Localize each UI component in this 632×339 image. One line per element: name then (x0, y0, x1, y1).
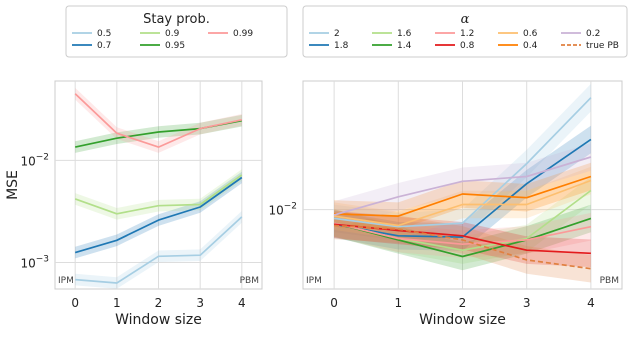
series-line-0.2 (333, 156, 592, 216)
legend-entry: 1.6 (397, 29, 412, 39)
legend-entry: 0.95 (165, 41, 185, 51)
y-tick-label: 10−2 (20, 152, 49, 168)
legend-entry: 1.2 (460, 29, 474, 39)
legend-entry: 0.5 (97, 29, 111, 39)
x-tick-label: 4 (587, 296, 595, 310)
annotation-ipm: IPM (58, 276, 74, 286)
legend-entry: true PB (586, 41, 619, 51)
x-tick-label: 3 (523, 296, 531, 310)
legend-entry: 0.99 (233, 29, 253, 39)
x-tick-label: 1 (394, 296, 402, 310)
x-tick-label: 2 (459, 296, 467, 310)
annotation-ipm: IPM (306, 276, 322, 286)
y-tick-label: 10−3 (20, 254, 49, 270)
series-band-1.6 (334, 176, 591, 264)
series-band-1.8 (334, 125, 591, 251)
y-axis-label: MSE (5, 170, 21, 200)
legend-title: Stay prob. (143, 12, 210, 27)
series-band-0.99 (75, 87, 242, 153)
series-line-0.99 (74, 93, 242, 148)
legend-entry: 0.7 (97, 41, 111, 51)
series-line-1.8 (333, 138, 592, 238)
series-line-2 (333, 97, 592, 228)
x-tick-label: 1 (113, 296, 121, 310)
series-line-0.7 (74, 176, 243, 254)
legend-title: α (461, 12, 470, 27)
series-line-0.9 (74, 174, 243, 215)
legend-entry: 2 (334, 29, 340, 39)
x-tick-label: 3 (196, 296, 204, 310)
series-band-1.2 (334, 209, 591, 258)
chart-panel-2: 0 1 2 3 4 10−2 Window size IPM PBM α 2 1.8 1.6 1.4 1.2… (268, 5, 628, 328)
annotation-pbm: PBM (240, 276, 259, 286)
chart-panel-1: 0 1 2 3 4 10−3 10−2 Window size MSE IPM PBM Stay pr… (5, 5, 288, 328)
series-band-0.95 (75, 114, 242, 153)
x-axis-label: Window size (419, 312, 506, 328)
series-line-1.4 (333, 217, 592, 258)
annotation-pbm: PBM (600, 276, 619, 286)
legend-entry: 0.6 (523, 29, 538, 39)
x-tick-label: 4 (238, 296, 246, 310)
series-line-true-PB (334, 224, 592, 270)
series-line-0.5 (75, 216, 243, 284)
series-band-0.6 (334, 166, 591, 240)
series-band-0.7 (75, 171, 242, 259)
x-tick-label: 2 (155, 296, 163, 310)
legend-entry: 1.8 (334, 41, 349, 51)
x-tick-label: 0 (330, 296, 338, 310)
legend-entry: 1.4 (397, 41, 412, 51)
y-tick-label: 10−2 (268, 202, 297, 218)
legend-entry: 0.8 (460, 41, 475, 51)
legend-entry: 0.4 (523, 41, 538, 51)
legend-entry: 0.2 (586, 29, 600, 39)
series-line-0.4 (334, 175, 592, 217)
x-axis-label: Window size (115, 312, 202, 328)
series-band-0.4 (334, 162, 591, 230)
legend-entry: 0.9 (165, 29, 180, 39)
series-line-0.6 (333, 179, 592, 227)
series-band-2 (334, 83, 591, 241)
x-tick-label: 0 (71, 296, 79, 310)
legend-box (65, 5, 288, 58)
series-line-1.2 (333, 222, 592, 246)
